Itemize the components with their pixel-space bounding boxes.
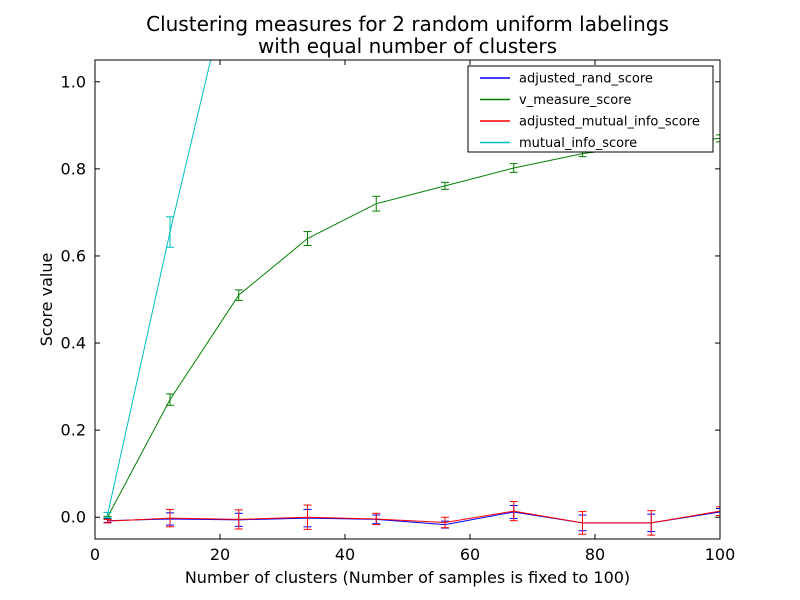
- legend-label-v_measure_score: v_measure_score: [519, 93, 631, 108]
- x-tick-label: 20: [210, 545, 230, 564]
- axis-ticks: 0 20 40 60 80 100 0.0 0.2 0.4 0.6 0.8 1.0: [61, 60, 736, 564]
- legend: adjusted_rand_score v_measure_scoreadjust…: [467, 65, 714, 153]
- y-tick-label: 0.6: [61, 246, 86, 265]
- series-adjusted_mutual_info_score: [103, 501, 720, 536]
- y-tick-label: 0.4: [61, 334, 86, 353]
- series-mutual_info_score: [103, 60, 212, 519]
- y-tick-label: 0.8: [61, 159, 86, 178]
- series-v_measure_score: [103, 134, 720, 519]
- y-axis-label: Score value: [37, 253, 56, 347]
- x-tick-label: 60: [460, 545, 480, 564]
- legend-label-mutual_info_score: mutual_info_score: [519, 136, 637, 151]
- legend-label-adjusted_rand_score: adjusted_rand_score: [519, 72, 653, 87]
- x-tick-label: 0: [90, 545, 100, 564]
- y-tick-label: 0.2: [61, 421, 86, 440]
- chart-title: Clustering measures for 2 random uniform…: [146, 12, 669, 58]
- x-tick-label: 100: [705, 545, 736, 564]
- x-tick-label: 40: [335, 545, 355, 564]
- x-tick-label: 80: [585, 545, 605, 564]
- y-tick-label: 1.0: [61, 72, 86, 91]
- plot-frame: [94, 59, 721, 540]
- y-tick-label: 0.0: [61, 508, 86, 527]
- x-axis-label: Number of clusters (Number of samples is…: [185, 568, 630, 587]
- legend-label-adjusted_mutual_info_score: adjusted_mutual_info_score: [519, 115, 700, 130]
